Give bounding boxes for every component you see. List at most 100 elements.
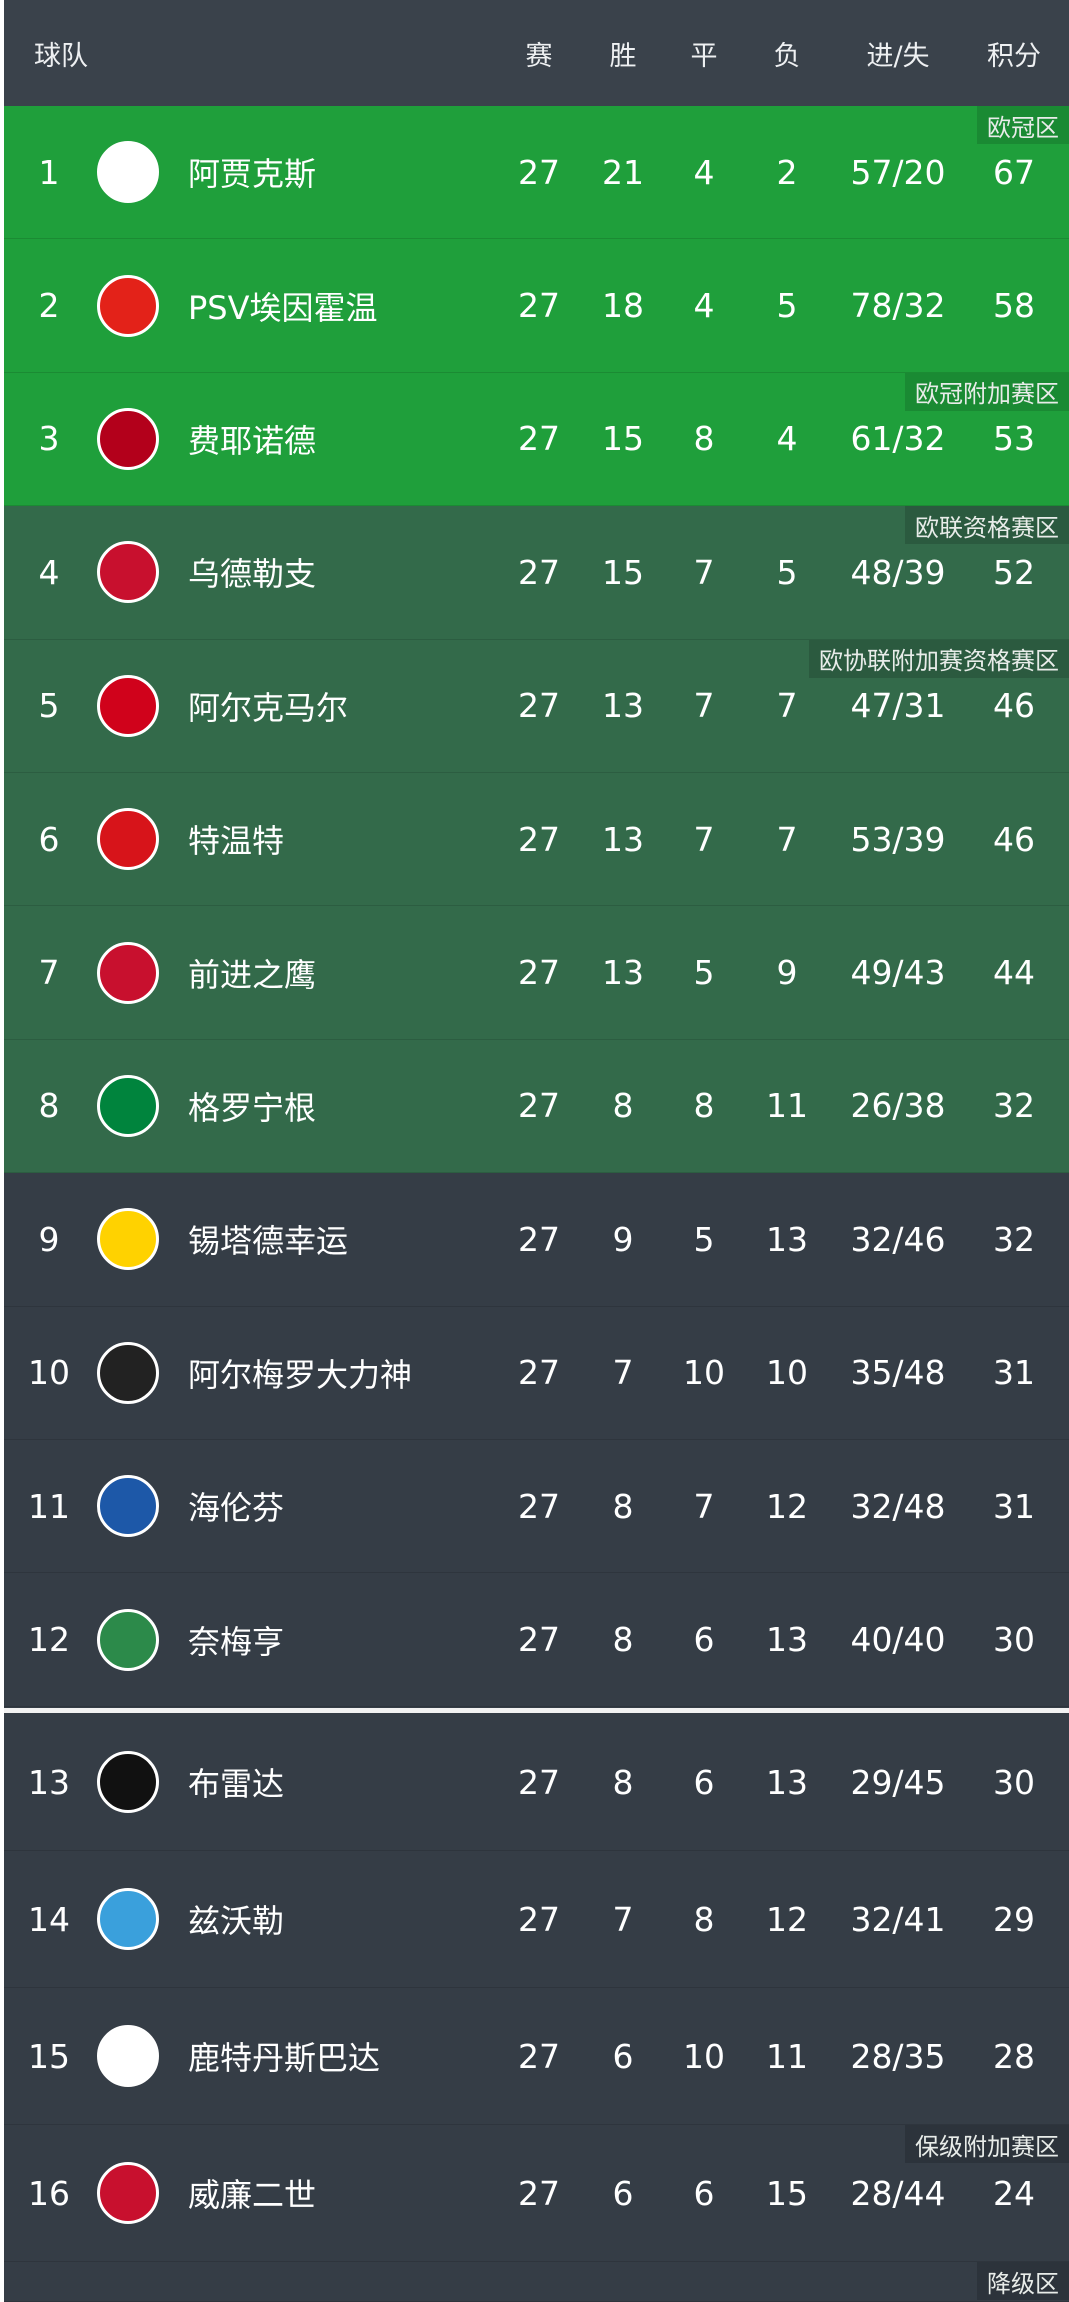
team-name[interactable]: 格罗宁根 [188,1088,317,1127]
header-team: 球队 [34,40,88,72]
table-row[interactable]: 14 兹沃勒 27 7 8 12 32/41 29 [4,1851,1069,1988]
team-name[interactable]: 前进之鹰 [188,955,317,994]
won-value: 18 [602,286,644,326]
drawn-value: 8 [693,1899,715,1939]
zone-badge: 欧协联附加赛资格赛区 [809,639,1069,678]
table-row[interactable]: 1 阿贾克斯 27 21 4 2 57/20 67 欧冠区 [4,106,1069,240]
points-value: 29 [993,1899,1035,1939]
zone-badge: 降级区 [977,2262,1069,2300]
rank: 10 [28,1353,70,1393]
team-name[interactable]: 兹沃勒 [188,1902,285,1940]
lost-value: 13 [766,1762,808,1802]
header-goals: 进/失 [866,40,930,72]
zone-badge: 欧冠区 [977,106,1069,144]
lost-value: 7 [776,819,798,859]
won-value: 8 [612,1620,634,1660]
table-row[interactable]: 4 乌德勒支 27 15 7 5 48/39 52 欧联资格赛区 [4,506,1069,640]
table-row[interactable]: 7 前进之鹰 27 13 5 9 49/43 44 [4,906,1069,1040]
goals-value: 78/32 [850,286,946,326]
drawn-value: 6 [693,2173,715,2213]
points-value: 31 [993,1486,1035,1526]
table-row[interactable]: 10 阿尔梅罗大力神 27 7 10 10 35/48 31 [4,1306,1069,1440]
table-row[interactable]: 6 特温特 27 13 7 7 53/39 46 [4,773,1069,907]
table-row[interactable]: 11 海伦芬 27 8 7 12 32/48 31 [4,1440,1069,1574]
goals-value: 49/43 [850,953,946,993]
team-name[interactable]: 阿尔克马尔 [188,688,349,727]
played-value: 27 [518,2173,560,2213]
won-value: 15 [602,419,644,459]
team-name[interactable]: 鹿特丹斯巴达 [188,2039,381,2077]
team-name[interactable]: 特温特 [188,822,285,861]
header-points: 积分 [987,40,1041,72]
team-name[interactable]: 阿贾克斯 [188,155,317,194]
zone-badge: 欧冠附加赛区 [905,372,1069,411]
drawn-value: 6 [693,1620,715,1660]
table-row[interactable]: 16 威廉二世 27 6 6 15 28/44 24 保级附加赛区 [4,2125,1069,2262]
heracles-logo-icon [97,1341,159,1404]
won-value: 9 [612,1219,634,1259]
team-name[interactable]: 海伦芬 [188,1489,285,1528]
won-value: 8 [612,1762,634,1802]
won-value: 13 [602,686,644,726]
played-value: 27 [518,1086,560,1126]
played-value: 27 [518,1353,560,1393]
header-won: 胜 [609,40,637,72]
willem-ii-logo-icon [97,2162,159,2224]
team-name[interactable]: 费耶诺德 [188,421,317,460]
table-row[interactable]: 2 PSV埃因霍温 27 18 4 5 78/32 58 [4,239,1069,373]
team-name[interactable]: 布雷达 [188,1765,285,1803]
team-name[interactable]: PSV埃因霍温 [188,288,378,327]
points-value: 67 [993,152,1035,192]
table-row[interactable]: 13 布雷达 27 8 6 13 29/45 30 [4,1714,1069,1851]
points-value: 53 [993,419,1035,459]
points-value: 44 [993,953,1035,993]
team-name[interactable]: 乌德勒支 [188,555,317,594]
groningen-logo-icon [97,1074,159,1137]
rank: 6 [38,819,60,859]
played-value: 27 [518,286,560,326]
drawn-value: 7 [693,686,715,726]
won-value: 7 [612,1353,634,1393]
lost-value: 5 [776,552,798,592]
lost-value: 10 [766,1353,808,1393]
lost-value: 7 [776,686,798,726]
goals-value: 32/41 [850,1899,946,1939]
table-row[interactable]: 15 鹿特丹斯巴达 27 6 10 11 28/35 28 [4,1988,1069,2125]
goals-value: 61/32 [850,419,946,459]
team-name[interactable]: 锡塔德幸运 [188,1222,349,1261]
drawn-value: 10 [683,1353,725,1393]
rank: 16 [28,2173,70,2213]
table-row[interactable]: 9 锡塔德幸运 27 9 5 13 32/46 32 [4,1173,1069,1307]
goals-value: 57/20 [850,152,946,192]
az-logo-icon [97,674,159,737]
heerenveen-logo-icon [97,1475,159,1538]
feyenoord-logo-icon [97,407,159,470]
drawn-value: 5 [693,1219,715,1259]
points-value: 58 [993,286,1035,326]
pec-zwolle-logo-icon [97,1888,159,1950]
team-name[interactable]: 威廉二世 [188,2176,317,2214]
points-value: 46 [993,819,1035,859]
header-drawn: 平 [690,40,718,72]
team-name[interactable]: 奈梅亨 [188,1622,285,1661]
team-name[interactable]: 阿尔梅罗大力神 [188,1355,413,1394]
rank: 14 [28,1899,70,1939]
go-ahead-eagles-logo-icon [97,941,159,1004]
table-row[interactable]: 5 阿尔克马尔 27 13 7 7 47/31 46 欧协联附加赛资格赛区 [4,639,1069,773]
goals-value: 26/38 [850,1086,946,1126]
table-row[interactable]: 8 格罗宁根 27 8 8 11 26/38 32 [4,1039,1069,1174]
nac-logo-icon [97,1751,159,1813]
standings-table: 球队 赛 胜 平 负 进/失 积分 1 阿贾克斯 27 21 4 2 57/20 67 欧冠区 2… [4,0,1069,2302]
header-lost: 负 [773,40,801,72]
rank: 1 [38,152,60,192]
lost-value: 11 [766,1086,808,1126]
goals-value: 32/46 [850,1219,946,1259]
twente-logo-icon [97,808,159,871]
table-row[interactable]: 3 费耶诺德 27 15 8 4 61/32 53 欧冠附加赛区 [4,372,1069,507]
goals-value: 28/44 [850,2173,946,2213]
table-row[interactable]: 12 奈梅亨 27 8 6 13 40/40 30 [4,1573,1069,1707]
lost-value: 13 [766,1620,808,1660]
drawn-value: 6 [693,1762,715,1802]
played-value: 27 [518,1219,560,1259]
played-value: 27 [518,686,560,726]
